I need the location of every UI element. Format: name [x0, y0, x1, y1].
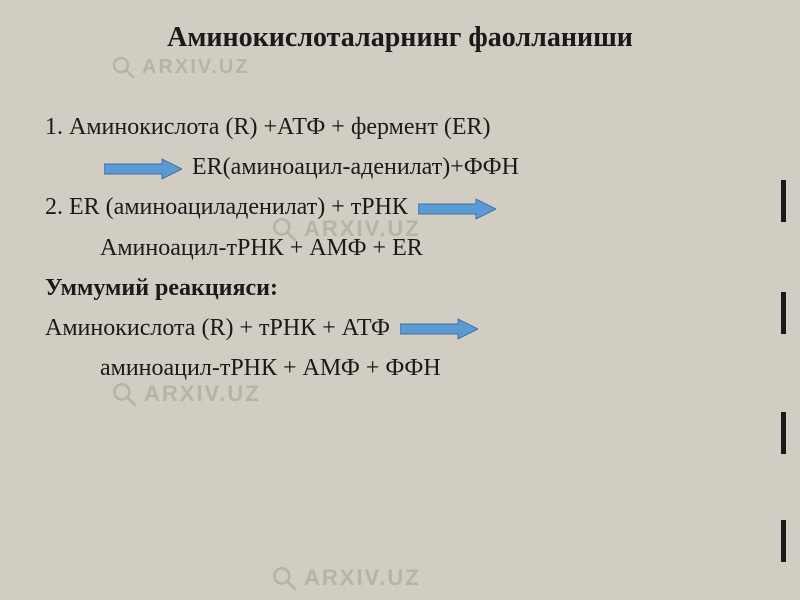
arrow-icon: [400, 318, 478, 340]
reaction-1: 1. Аминокислота (R) +АТФ + фермент (ЕR): [45, 109, 755, 146]
general-label: Уммумий реакцияси:: [45, 270, 755, 307]
search-icon: [270, 564, 298, 592]
slide-body: 1. Аминокислота (R) +АТФ + фермент (ЕR) …: [45, 109, 755, 387]
mark: [781, 180, 786, 222]
arrow-icon: [104, 158, 182, 180]
text: 1. Аминокислота (R) +АТФ + фермент (ЕR): [45, 114, 491, 140]
reaction-2: 2. ЕR (аминоациладенилат) + тРНК: [45, 189, 755, 226]
general-reaction: Аминокислота (R) + тРНК + АТФ: [45, 310, 755, 347]
watermark: ARXIV.UZ: [270, 564, 421, 592]
slide: ARXIV.UZ ARXIV.UZ ARXIV.UZ ARXIV.UZ Амин…: [0, 0, 800, 600]
text: Аминокислота (R) + тРНК + АТФ: [45, 315, 390, 341]
text: Аминоацил-тРНК + АМФ + ЕR: [100, 235, 423, 261]
text: Уммумий реакцияси:: [45, 275, 278, 301]
reaction-1-result: ЕR(аминоацил-аденилат)+ФФН: [45, 149, 755, 186]
watermark-text: ARXIV.UZ: [142, 56, 250, 79]
arrow-icon: [418, 198, 496, 220]
text: ЕR(аминоацил-аденилат)+ФФН: [192, 154, 519, 180]
general-reaction-result: аминоацил-тРНК + АМФ + ФФН: [45, 350, 755, 387]
reaction-2-result: Аминоацил-тРНК + АМФ + ЕR: [45, 230, 755, 267]
page-title: Аминокислоталарнинг фаолланиши: [45, 22, 755, 54]
search-icon: [110, 54, 136, 80]
mark: [781, 520, 786, 562]
text: аминоацил-тРНК + АМФ + ФФН: [100, 355, 441, 381]
mark: [781, 292, 786, 334]
mark: [781, 412, 786, 454]
text: 2. ЕR (аминоациладенилат) + тРНК: [45, 194, 408, 220]
side-marks: [766, 0, 786, 600]
watermark-text: ARXIV.UZ: [304, 565, 421, 591]
watermark: ARXIV.UZ: [110, 54, 250, 80]
